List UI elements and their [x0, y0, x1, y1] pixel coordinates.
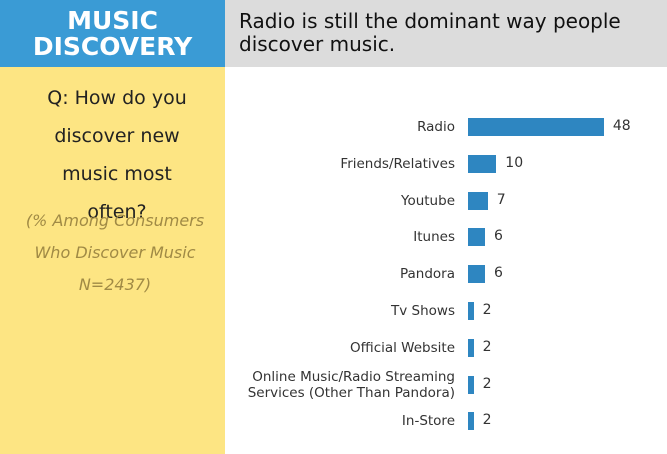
- category-label: Official Website: [350, 339, 455, 356]
- category-label: Online Music/Radio Streaming Services (O…: [247, 368, 455, 401]
- value-label: 48: [612, 118, 631, 134]
- bar: [468, 154, 497, 173]
- value-label: 7: [496, 191, 506, 208]
- value-label: 2: [482, 338, 492, 355]
- category-label: Radio: [417, 119, 455, 135]
- bar: [468, 375, 474, 394]
- bar: [468, 191, 488, 210]
- section-label: MUSIC DISCOVERY: [0, 0, 225, 67]
- value-label: 6: [493, 265, 503, 282]
- note: (% Among Consumers Who Discover Music N=…: [25, 211, 205, 294]
- category-label: In-Store: [401, 413, 455, 430]
- bar: [468, 302, 474, 320]
- question: Q: How do you discover new music most of…: [47, 87, 187, 223]
- bar: [468, 265, 485, 284]
- value-label: 2: [482, 302, 492, 318]
- bar: [468, 228, 485, 247]
- value-label: 2: [482, 375, 492, 392]
- chart-title: Radio is still the dominant way people d…: [225, 0, 667, 67]
- value-label: 10: [505, 154, 524, 171]
- value-label: 2: [482, 412, 492, 429]
- bar: [468, 118, 604, 136]
- side-panel: Q: How do you discover new music most of…: [0, 67, 225, 454]
- category-label: Youtube: [401, 192, 455, 209]
- value-label: 6: [493, 228, 503, 245]
- category-label: Friends/Relatives: [340, 155, 455, 172]
- category-label: Tv Shows: [391, 303, 455, 319]
- category-label: Itunes: [413, 229, 455, 246]
- category-label: Pandora: [399, 266, 455, 283]
- bar: [468, 412, 474, 431]
- bar: [468, 338, 474, 357]
